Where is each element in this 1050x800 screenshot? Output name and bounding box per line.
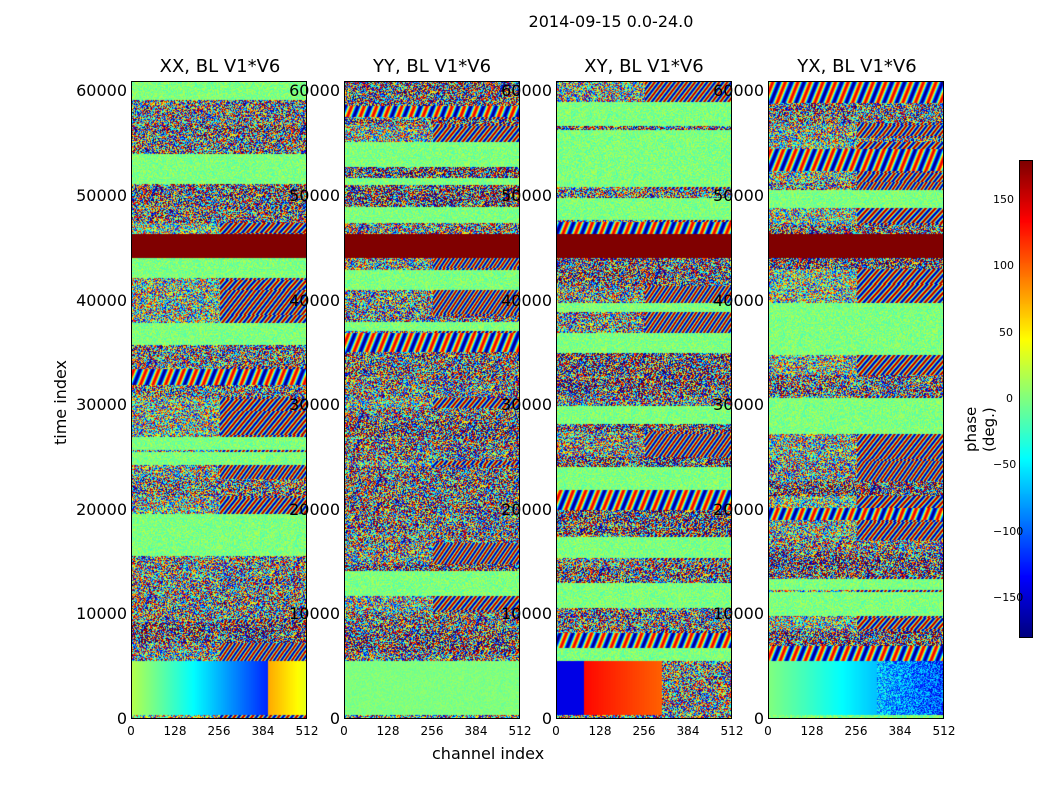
colorbar-tick-label: −50 <box>993 458 1017 472</box>
x-tick-label: 0 <box>127 724 135 738</box>
x-tick-label: 0 <box>552 724 560 738</box>
y-tick-label: 0 <box>116 709 127 728</box>
heatmap-panel-yy <box>344 81 520 719</box>
y-tick-label: 60000 <box>501 81 552 101</box>
colorbar-tick-label: 50 <box>999 325 1013 339</box>
heatmap-canvas-yx <box>769 82 943 718</box>
y-tick-label: 10000 <box>713 604 764 624</box>
y-tick-label: 10000 <box>289 604 340 624</box>
y-axis-label: time index <box>51 359 70 445</box>
colorbar-tick-label: 0 <box>1006 392 1013 405</box>
y-tick-label: 0 <box>753 709 764 728</box>
y-tick-label: 30000 <box>289 395 340 415</box>
x-tick-label: 512 <box>720 724 744 738</box>
panel-title-xy: XY, BL V1*V6 <box>584 56 704 77</box>
y-tick-label: 50000 <box>501 186 552 206</box>
y-tick-label: 60000 <box>289 81 340 101</box>
y-tick-label: 50000 <box>76 186 127 206</box>
y-tick-label: 0 <box>541 709 552 728</box>
y-tick-label: 10000 <box>501 604 552 624</box>
colorbar <box>1019 160 1033 638</box>
heatmap-canvas-xx <box>132 82 306 718</box>
heatmap-canvas-xy <box>557 82 731 718</box>
colorbar-tick-label: 100 <box>993 259 1014 273</box>
y-tick-label: 20000 <box>289 499 340 519</box>
panel-title-xx: XX, BL V1*V6 <box>159 56 281 77</box>
heatmap-panel-xy <box>556 81 732 719</box>
y-tick-label: 40000 <box>713 290 764 310</box>
x-tick-label: 384 <box>464 724 488 738</box>
panel-title-yx: YX, BL V1*V6 <box>797 56 917 77</box>
x-tick-label: 384 <box>888 724 912 738</box>
heatmap-panel-yx <box>768 81 944 719</box>
y-tick-label: 30000 <box>76 395 127 415</box>
colorbar-tick-label: −150 <box>993 591 1024 605</box>
x-tick-label: 128 <box>163 724 187 738</box>
x-tick-label: 512 <box>295 724 319 738</box>
y-tick-label: 40000 <box>289 290 340 310</box>
x-tick-label: 128 <box>376 724 400 738</box>
y-tick-label: 20000 <box>76 499 127 519</box>
x-tick-label: 0 <box>764 724 772 738</box>
colorbar-tick-label: 150 <box>993 192 1014 206</box>
x-tick-label: 128 <box>800 724 824 738</box>
x-tick-label: 256 <box>420 724 444 738</box>
y-tick-label: 0 <box>329 709 340 728</box>
x-tick-label: 256 <box>207 724 231 738</box>
y-tick-label: 50000 <box>713 186 764 206</box>
y-tick-label: 20000 <box>501 499 552 519</box>
x-tick-label: 256 <box>844 724 868 738</box>
heatmap-panel-xx <box>131 81 307 719</box>
x-tick-label: 128 <box>588 724 612 738</box>
colorbar-tick-label: −100 <box>993 524 1024 538</box>
x-tick-label: 512 <box>932 724 956 738</box>
x-tick-label: 384 <box>676 724 700 738</box>
panel-title-yy: YY, BL V1*V6 <box>372 56 492 77</box>
heatmap-canvas-yy <box>345 82 519 718</box>
y-tick-label: 40000 <box>501 290 552 310</box>
figure-title: 2014-09-15 0.0-24.0 <box>528 12 694 31</box>
x-tick-label: 512 <box>508 724 532 738</box>
x-tick-label: 0 <box>340 724 348 738</box>
y-tick-label: 10000 <box>76 604 127 624</box>
x-tick-label: 256 <box>632 724 656 738</box>
y-tick-label: 40000 <box>76 290 127 310</box>
y-tick-label: 60000 <box>713 81 764 101</box>
y-tick-label: 50000 <box>289 186 340 206</box>
x-axis-label: channel index <box>432 744 545 763</box>
colorbar-label: phase (deg.) <box>962 406 998 452</box>
x-tick-label: 384 <box>251 724 275 738</box>
y-tick-label: 30000 <box>501 395 552 415</box>
colorbar-gradient <box>1020 161 1032 637</box>
y-tick-label: 60000 <box>76 81 127 101</box>
y-tick-label: 20000 <box>713 499 764 519</box>
y-tick-label: 30000 <box>713 395 764 415</box>
